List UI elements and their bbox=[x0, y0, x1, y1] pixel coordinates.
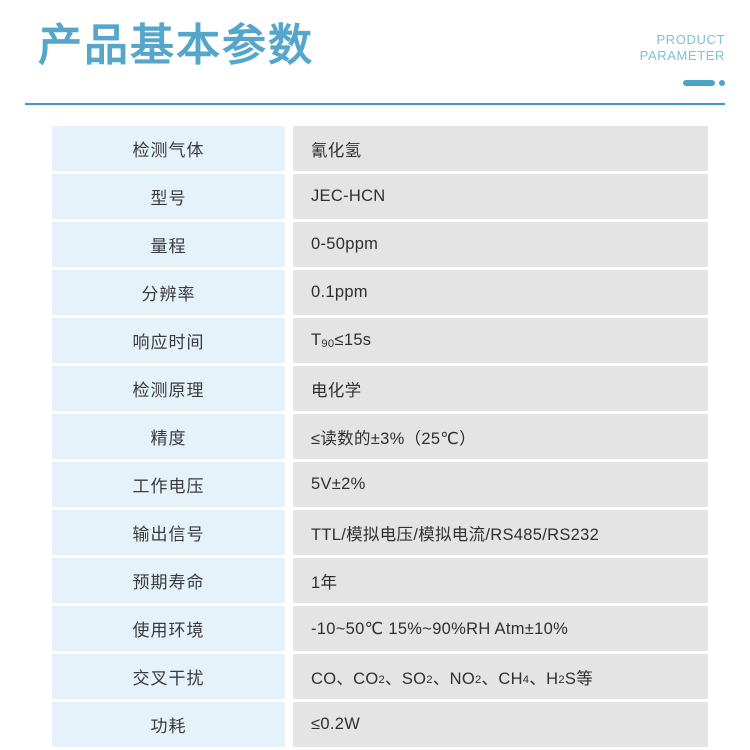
spec-value-cell: 0.1ppm bbox=[293, 270, 708, 315]
spec-value-cell: 0-50ppm bbox=[293, 222, 708, 267]
column-gap bbox=[285, 654, 293, 699]
column-gap bbox=[285, 702, 293, 747]
spec-value-cell: ≤0.2W bbox=[293, 702, 708, 747]
table-row: 工作电压 5V±2% bbox=[52, 462, 708, 507]
spec-value-cell: 氰化氢 bbox=[293, 126, 708, 171]
table-row: 精度 ≤读数的±3%（25℃） bbox=[52, 414, 708, 459]
column-gap bbox=[285, 462, 293, 507]
dash-icon bbox=[683, 80, 715, 86]
spec-label-cell: 型号 bbox=[52, 174, 285, 219]
spec-label-cell: 分辨率 bbox=[52, 270, 285, 315]
spec-value-cell: 1年 bbox=[293, 558, 708, 603]
header-divider bbox=[25, 103, 725, 105]
specification-table: 检测气体 氰化氢 型号 JEC-HCN 量程 0-50ppm 分辨率 0.1ppm 响应时间 T 9… bbox=[52, 126, 708, 750]
spec-label-cell: 工作电压 bbox=[52, 462, 285, 507]
page-title-english: PRODUCT PARAMETER bbox=[640, 32, 725, 64]
page-title-english-line2: PARAMETER bbox=[639, 48, 725, 63]
table-row: 分辨率 0.1ppm bbox=[52, 270, 708, 315]
spec-label-cell: 功耗 bbox=[52, 702, 285, 747]
spec-value-cell: JEC-HCN bbox=[293, 174, 708, 219]
spec-value-cell: T 90 ≤15s bbox=[293, 318, 708, 363]
column-gap bbox=[285, 270, 293, 315]
spec-value-cell: 5V±2% bbox=[293, 462, 708, 507]
column-gap bbox=[285, 510, 293, 555]
column-gap bbox=[285, 414, 293, 459]
column-gap bbox=[285, 606, 293, 651]
page-title-english-line1: PRODUCT bbox=[656, 32, 725, 47]
table-row: 功耗 ≤0.2W bbox=[52, 702, 708, 747]
table-row: 输出信号 TTL/模拟电压/模拟电流/RS485/RS232 bbox=[52, 510, 708, 555]
column-gap bbox=[285, 318, 293, 363]
header-decoration bbox=[683, 80, 725, 86]
table-row: 使用环境 -10~50℃ 15%~90%RH Atm±10% bbox=[52, 606, 708, 651]
spec-value-cell: ≤读数的±3%（25℃） bbox=[293, 414, 708, 459]
table-row: 量程 0-50ppm bbox=[52, 222, 708, 267]
spec-value-cell: -10~50℃ 15%~90%RH Atm±10% bbox=[293, 606, 708, 651]
page-title: 产品基本参数 bbox=[38, 21, 314, 70]
table-row: 型号 JEC-HCN bbox=[52, 174, 708, 219]
spec-label-cell: 输出信号 bbox=[52, 510, 285, 555]
table-row: 预期寿命 1年 bbox=[52, 558, 708, 603]
spec-label-cell: 预期寿命 bbox=[52, 558, 285, 603]
spec-value-cell: CO、CO 2 、SO 2 、NO 2 、CH 4 、H 2 S等 bbox=[293, 654, 708, 699]
column-gap bbox=[285, 174, 293, 219]
spec-label-cell: 量程 bbox=[52, 222, 285, 267]
spec-label-cell: 交叉干扰 bbox=[52, 654, 285, 699]
table-row: 检测原理 电化学 bbox=[52, 366, 708, 411]
page-header: 产品基本参数 PRODUCT PARAMETER bbox=[0, 0, 750, 105]
table-row: 响应时间 T 90 ≤15s bbox=[52, 318, 708, 363]
column-gap bbox=[285, 222, 293, 267]
spec-value-cell: TTL/模拟电压/模拟电流/RS485/RS232 bbox=[293, 510, 708, 555]
spec-label-cell: 精度 bbox=[52, 414, 285, 459]
table-row: 检测气体 氰化氢 bbox=[52, 126, 708, 171]
spec-label-cell: 检测原理 bbox=[52, 366, 285, 411]
column-gap bbox=[285, 558, 293, 603]
spec-label-cell: 检测气体 bbox=[52, 126, 285, 171]
dot-icon bbox=[719, 80, 725, 86]
column-gap bbox=[285, 126, 293, 171]
column-gap bbox=[285, 366, 293, 411]
spec-label-cell: 使用环境 bbox=[52, 606, 285, 651]
spec-value-cell: 电化学 bbox=[293, 366, 708, 411]
table-row: 交叉干扰 CO、CO 2 、SO 2 、NO 2 、CH 4 、H 2 S等 bbox=[52, 654, 708, 699]
spec-label-cell: 响应时间 bbox=[52, 318, 285, 363]
